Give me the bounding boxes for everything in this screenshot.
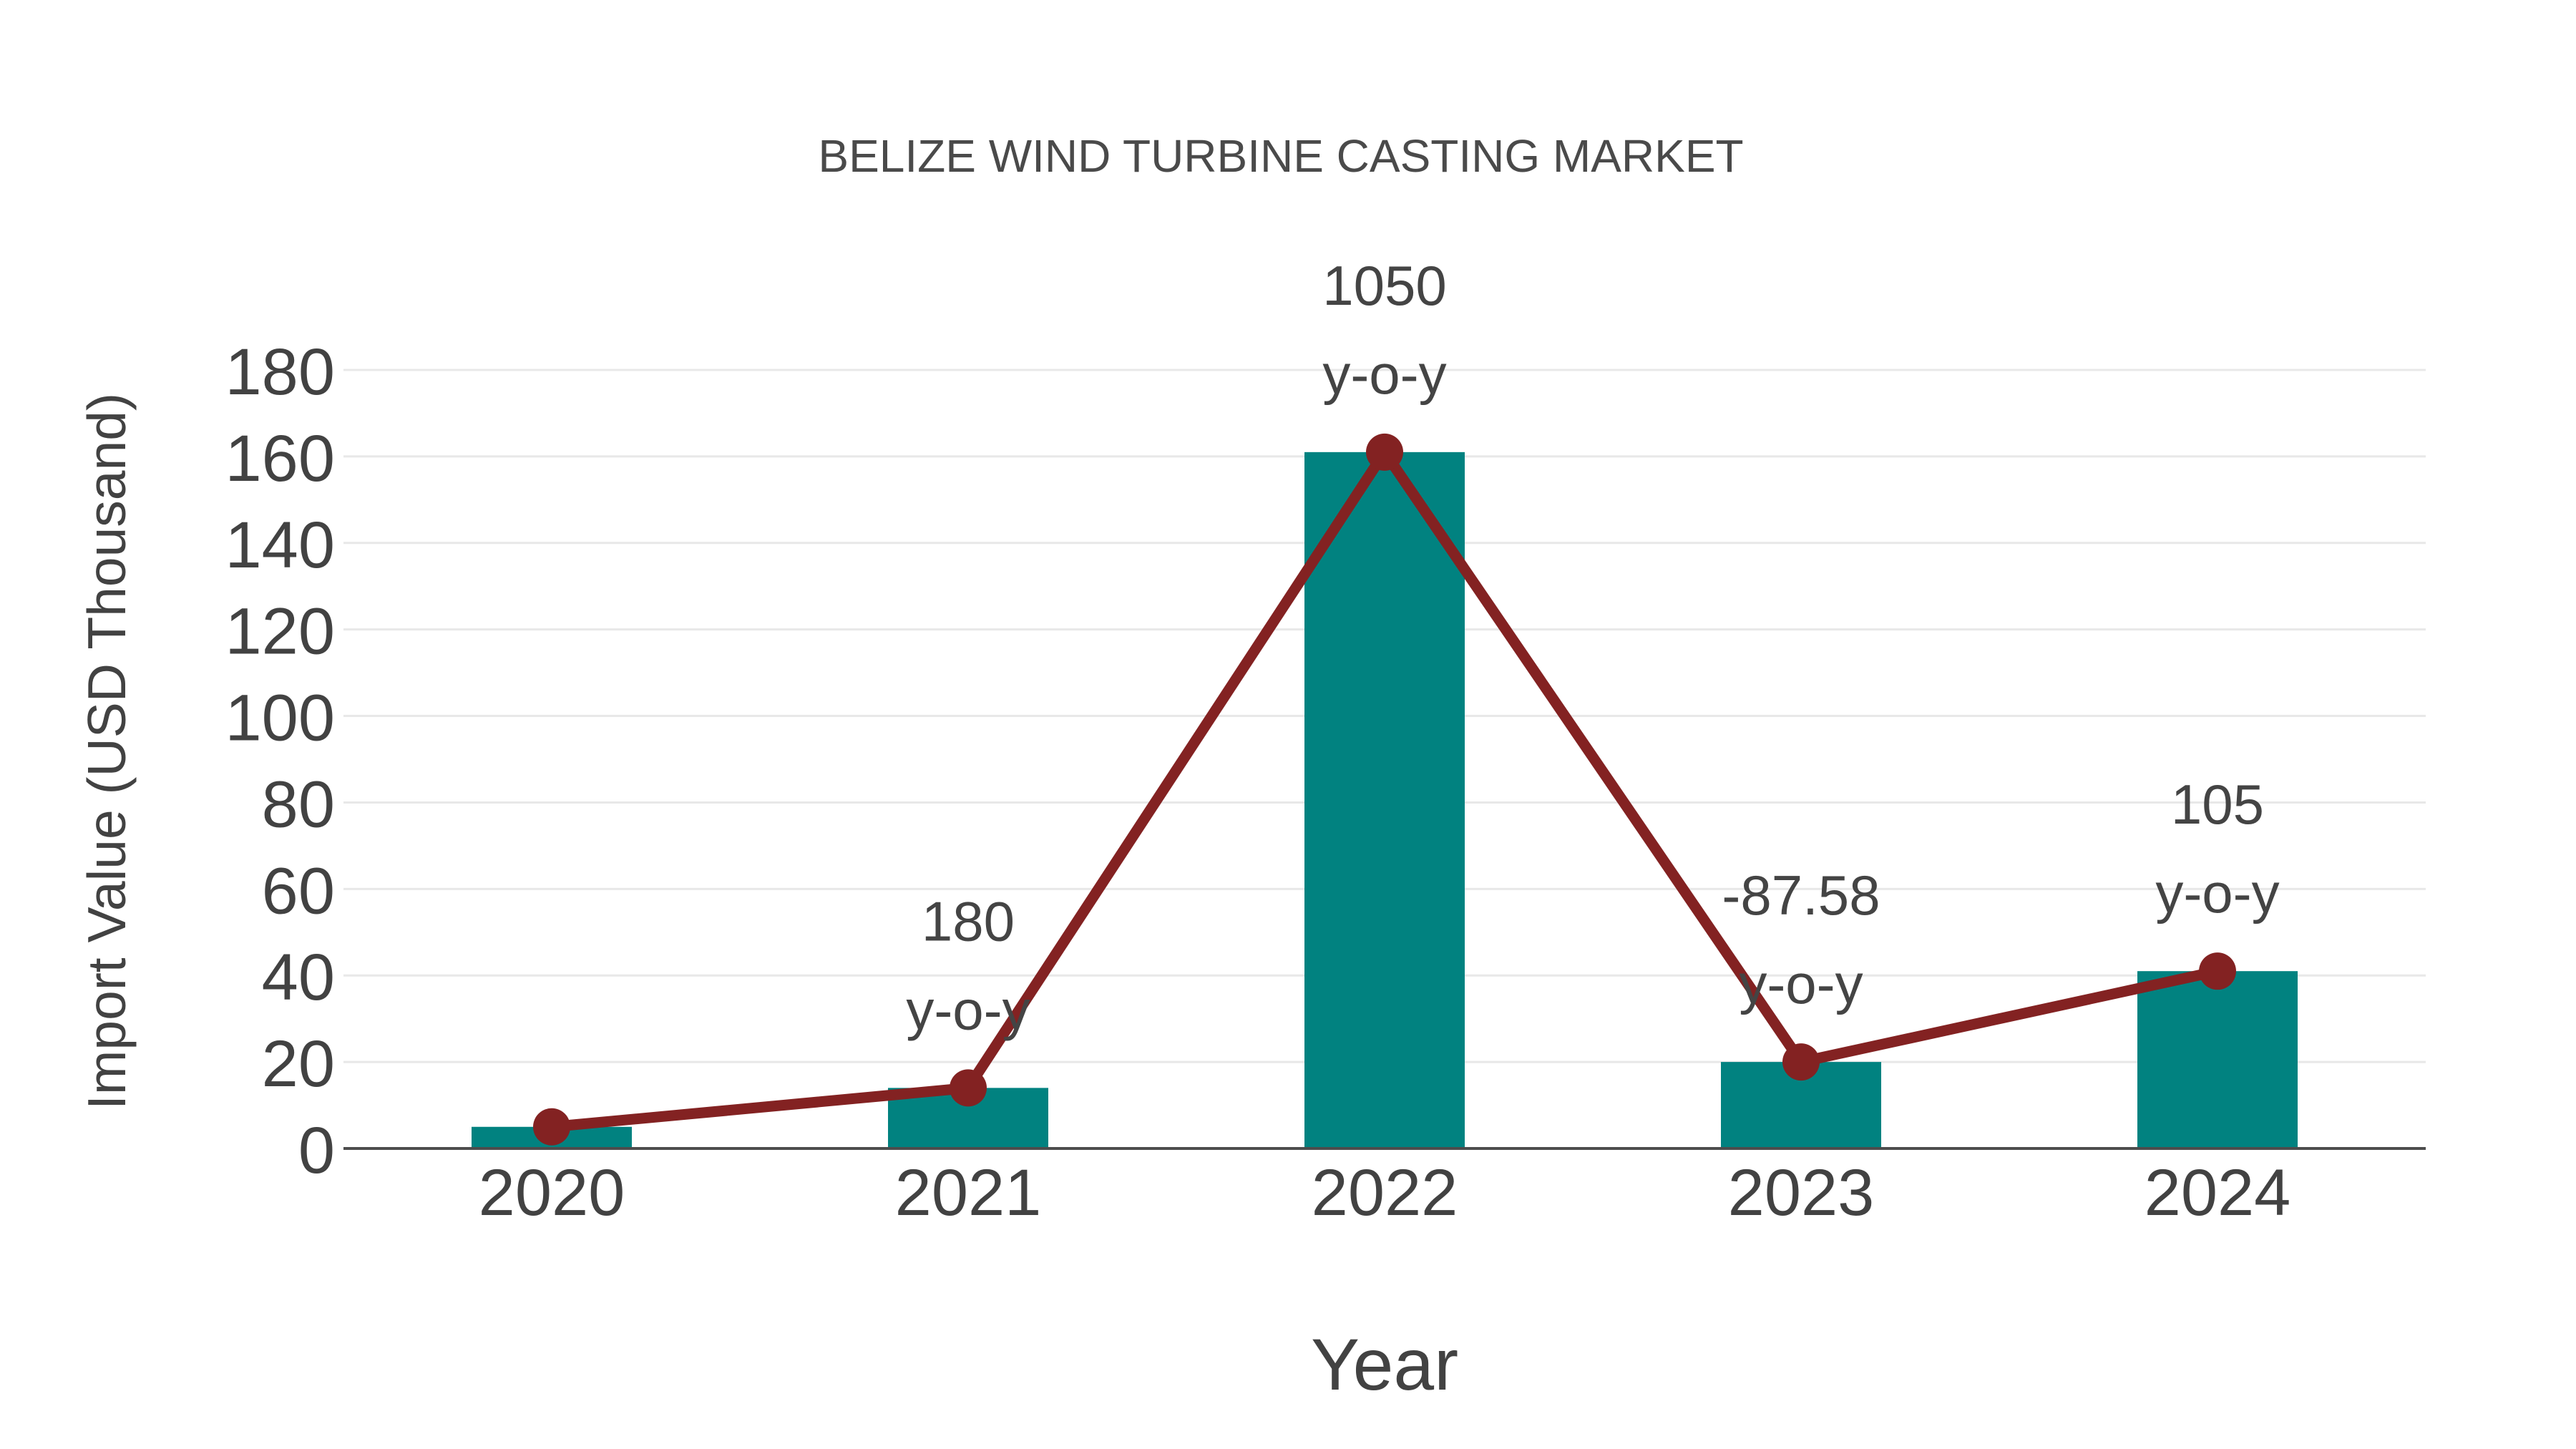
bar-series <box>472 452 2298 1148</box>
annotation-value: 180 <box>922 889 1015 952</box>
y-tick-label: 160 <box>225 422 336 495</box>
x-tick-label: 2024 <box>2145 1156 2291 1229</box>
y-tick-label: 40 <box>262 941 335 1014</box>
y-tick-label: 0 <box>298 1114 335 1187</box>
y-tick-label: 80 <box>262 768 335 841</box>
y-tick-label: 180 <box>225 336 336 409</box>
yoy-annotations: 180 y-o-y 1050 y-o-y -87.58 y-o-y 105 y-o-y <box>906 254 2279 1042</box>
y-axis-title: Import Value (USD Thousand) <box>77 393 137 1110</box>
annotation-value: 105 <box>2171 773 2264 836</box>
trend-marker <box>1366 433 1403 471</box>
y-tick-label: 140 <box>225 509 336 582</box>
x-axis-title: Year <box>1311 1324 1458 1405</box>
x-tick-labels: 2020 2021 2022 2023 2024 <box>479 1156 2291 1229</box>
bar <box>1304 452 1465 1148</box>
annotation-value: 1050 <box>1322 254 1447 317</box>
y-tick-label: 120 <box>225 595 336 668</box>
trend-marker <box>950 1069 987 1107</box>
trend-marker <box>1782 1043 1820 1081</box>
y-tick-label: 100 <box>225 682 336 755</box>
x-tick-label: 2022 <box>1312 1156 1458 1229</box>
annotation-unit: y-o-y <box>1322 343 1446 406</box>
y-tick-label: 20 <box>262 1028 335 1101</box>
annotation-value: -87.58 <box>1722 864 1880 927</box>
trend-marker <box>533 1108 570 1146</box>
annotation-unit: y-o-y <box>2155 862 2279 924</box>
x-tick-label: 2023 <box>1728 1156 1875 1229</box>
x-tick-label: 2020 <box>479 1156 625 1229</box>
x-tick-label: 2021 <box>895 1156 1042 1229</box>
y-tick-label: 60 <box>262 854 335 927</box>
annotation-unit: y-o-y <box>1739 952 1863 1015</box>
trend-marker <box>2199 952 2236 990</box>
trend-markers <box>533 433 2236 1146</box>
chart-title: BELIZE WIND TURBINE CASTING MARKET <box>818 130 1743 182</box>
annotation-unit: y-o-y <box>906 978 1030 1041</box>
bar <box>2137 971 2298 1148</box>
y-tick-labels: 0 20 40 60 80 100 120 140 160 180 <box>225 336 336 1187</box>
